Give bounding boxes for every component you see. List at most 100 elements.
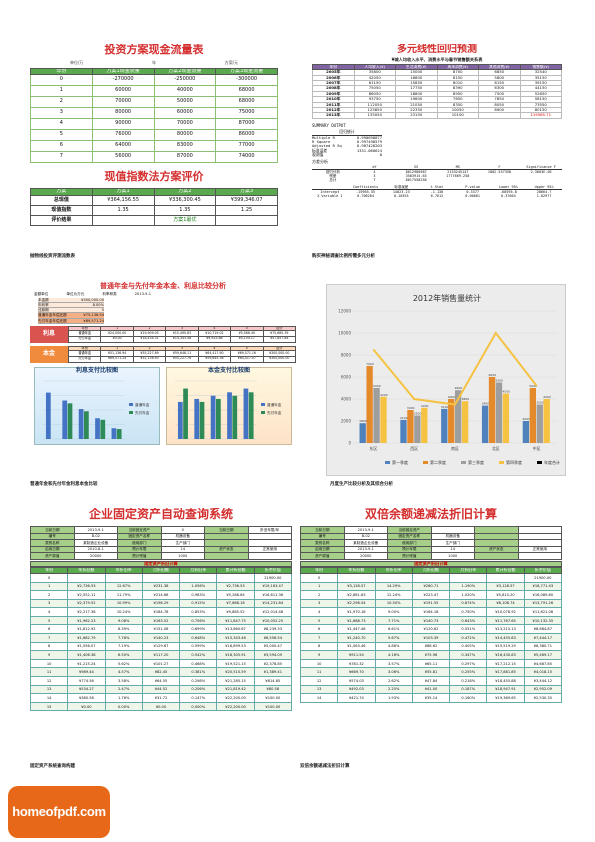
cashflow-table: 年份 方案1现金流量 方案2现金流量 方案3现金流量 0 -270000 -250000-…	[30, 67, 278, 164]
table-cell: 4.16%	[374, 650, 413, 660]
table-cell	[204, 552, 249, 560]
table-cell: 1000	[430, 552, 475, 560]
table-cell: 1	[30, 581, 69, 592]
table-cell: ¥21,285.15	[216, 676, 255, 686]
table-cell: 1.190%	[449, 581, 488, 592]
table-cell: ¥19,369.65	[486, 693, 525, 703]
site-badge[interactable]: homeofpdf.com	[8, 786, 110, 838]
table-cell: ¥9,885.52	[216, 607, 255, 617]
bar	[183, 388, 188, 439]
table-cell: 76000	[91, 129, 155, 142]
table-cell: 0.187%	[449, 684, 488, 695]
table-cell: 8.39%	[104, 624, 143, 635]
info-cell: 本金额	[38, 298, 49, 302]
table-row: 1 ¥2,736.53 12.67% ¥231.38 1.056% ¥2,736.53 ¥1…	[30, 581, 292, 592]
table-cell: 0.468%	[179, 658, 218, 669]
table-cell	[474, 539, 519, 547]
data-label: 4000	[448, 395, 456, 399]
table-cell: 0.255%	[449, 667, 488, 678]
table-cell: ¥6,380.71	[523, 641, 562, 652]
bar	[421, 407, 428, 443]
table-cell: 9	[30, 650, 69, 660]
table-cell: 0.405%	[449, 641, 488, 652]
table-cell	[520, 178, 562, 182]
y-tick-label: 0	[348, 441, 351, 446]
y-tick-label: 10000	[338, 331, 351, 336]
table-cell: ¥1,962.23	[67, 615, 106, 626]
data-label: 5000	[373, 384, 381, 388]
table-cell: 1	[300, 581, 339, 592]
table-row: 15 ¥0.00 0.00% ¥0.00 0.000% ¥22,200.00 ¥100.00	[30, 701, 292, 712]
bar	[359, 423, 366, 443]
table-cell: 0.643%	[449, 615, 488, 626]
table-cell: ¥11,847.75	[216, 615, 255, 626]
table-row: 8 ¥1,556.07 7.19% ¥129.67 0.599% ¥16,899.53 ¥5…	[30, 641, 292, 652]
table-row: 2009年 86050 18800 8950 7500 52650	[312, 90, 562, 98]
table-cell: ¥41.00	[411, 684, 451, 695]
data-label: 5500	[495, 379, 503, 383]
table-cell: 9	[300, 650, 339, 660]
table-cell: 86000	[215, 129, 278, 142]
table-cell: 11	[300, 667, 339, 678]
table-row: 13 ¥492.03 2.25% ¥41.00 0.187% ¥18,947.91 ¥2,9…	[300, 684, 562, 695]
table-row: 启用日期 2013-9-1 预计年限 14 资产状态 正常使用	[300, 545, 562, 553]
section-header: 固定资产折旧计算	[30, 560, 292, 568]
table-cell: 5	[30, 615, 69, 626]
table-row: 4 ¥2,217.36 10.24% ¥184.78 0.853% ¥9,885.52 ¥1…	[30, 607, 292, 617]
table-cell: ¥2,736.53	[216, 581, 255, 592]
table-row: 11 ¥989.44 4.57% ¥82.45 0.381% ¥20,510.59 ¥1,3…	[30, 667, 292, 678]
table-cell: 10.24%	[104, 607, 143, 617]
table-cell: ¥2,552.11	[67, 590, 106, 600]
table-row: 3 80000 60000 75000	[30, 107, 278, 120]
chart-title: 2012年销售量统计	[413, 293, 481, 303]
caption: 双倍余额递减法折旧计算	[300, 764, 350, 769]
table-row: 4 90000 70000 87000	[30, 118, 278, 131]
table-cell	[216, 572, 255, 583]
table-cell: 5.62%	[104, 658, 143, 669]
table-row: 13 ¥534.27 2.47% ¥44.52 0.206% ¥21,819.42 ¥80.…	[30, 684, 292, 695]
table-cell	[486, 572, 525, 583]
table-cell	[247, 552, 292, 560]
principal-chart: 本金支付比较图 普通年金 先付年金	[166, 366, 292, 445]
table-cell: 0.472%	[449, 633, 488, 643]
table-cell: ¥1,970.18	[337, 607, 376, 617]
chart-title: 利息支付比较图	[75, 366, 118, 374]
info-row: 还款期 5	[38, 308, 104, 314]
table-cell: 正常使用	[517, 545, 562, 553]
table-cell: ¥3,128.57	[486, 581, 525, 592]
table-row: 11 ¥669.70 3.06% ¥55.81 0.255% ¥17,881.85 ¥4,0…	[300, 667, 562, 678]
table-cell	[337, 572, 376, 583]
panel-sales-chart: 2012年销售量统计 0 2000 4000 6000 8000 10000 12000 180…	[326, 284, 566, 476]
column-header: 方案1现金流量	[91, 67, 155, 76]
table-cell: ¥669.70	[337, 667, 376, 678]
table-header: 年份 方案1现金流量 方案2现金流量 方案3现金流量	[30, 67, 278, 76]
table-row: 8 ¥1,063.46 4.86% ¥88.62 0.405% ¥15,519.29 ¥6,…	[300, 641, 562, 652]
table-cell: ¥1,447.48	[337, 624, 376, 635]
table-row: 9 ¥1,406.38 6.50% ¥117.20 0.542% ¥18,305.91 ¥3…	[30, 650, 292, 660]
table-cell: ¥1,406.38	[67, 650, 106, 660]
table-cell: ¥364,156.55	[91, 195, 155, 207]
meta-row: 金额单位 单位为万元 利率种类 2013-9-1	[30, 292, 296, 298]
table-cell: 39150	[519, 80, 562, 87]
table-cell: ¥14,231.84	[253, 598, 292, 609]
table-cell: 0.00%	[104, 701, 143, 712]
table-cell: 12.67%	[104, 581, 143, 592]
table-cell: 56000	[91, 151, 155, 164]
table-row: 14 ¥380.58 1.76% ¥31.72 0.147% ¥22,200.00 ¥100…	[30, 693, 292, 703]
table-cell: ¥140.23	[141, 633, 181, 643]
x-tick-label: 南区	[451, 445, 459, 451]
principal-label: 本金	[30, 345, 68, 363]
table-cell: 0.648%	[179, 633, 218, 643]
table-cell: 14023.23	[392, 190, 410, 195]
column-header: t Stat	[419, 185, 455, 190]
table-row: 5 76000 80000 86000	[30, 129, 278, 142]
table-cell: ¥223.47	[411, 590, 451, 600]
legend-label: 普通年金	[135, 402, 150, 407]
table-cell	[247, 532, 292, 540]
table-cell	[479, 178, 521, 182]
data-label: 6000	[489, 373, 497, 377]
table-cell: 1.35	[153, 205, 217, 217]
caption: 购买神秘调查比例所需多元分析	[312, 254, 375, 259]
table-cell: ¥2,298.54	[337, 598, 376, 609]
table-cell: 70000	[153, 118, 217, 131]
